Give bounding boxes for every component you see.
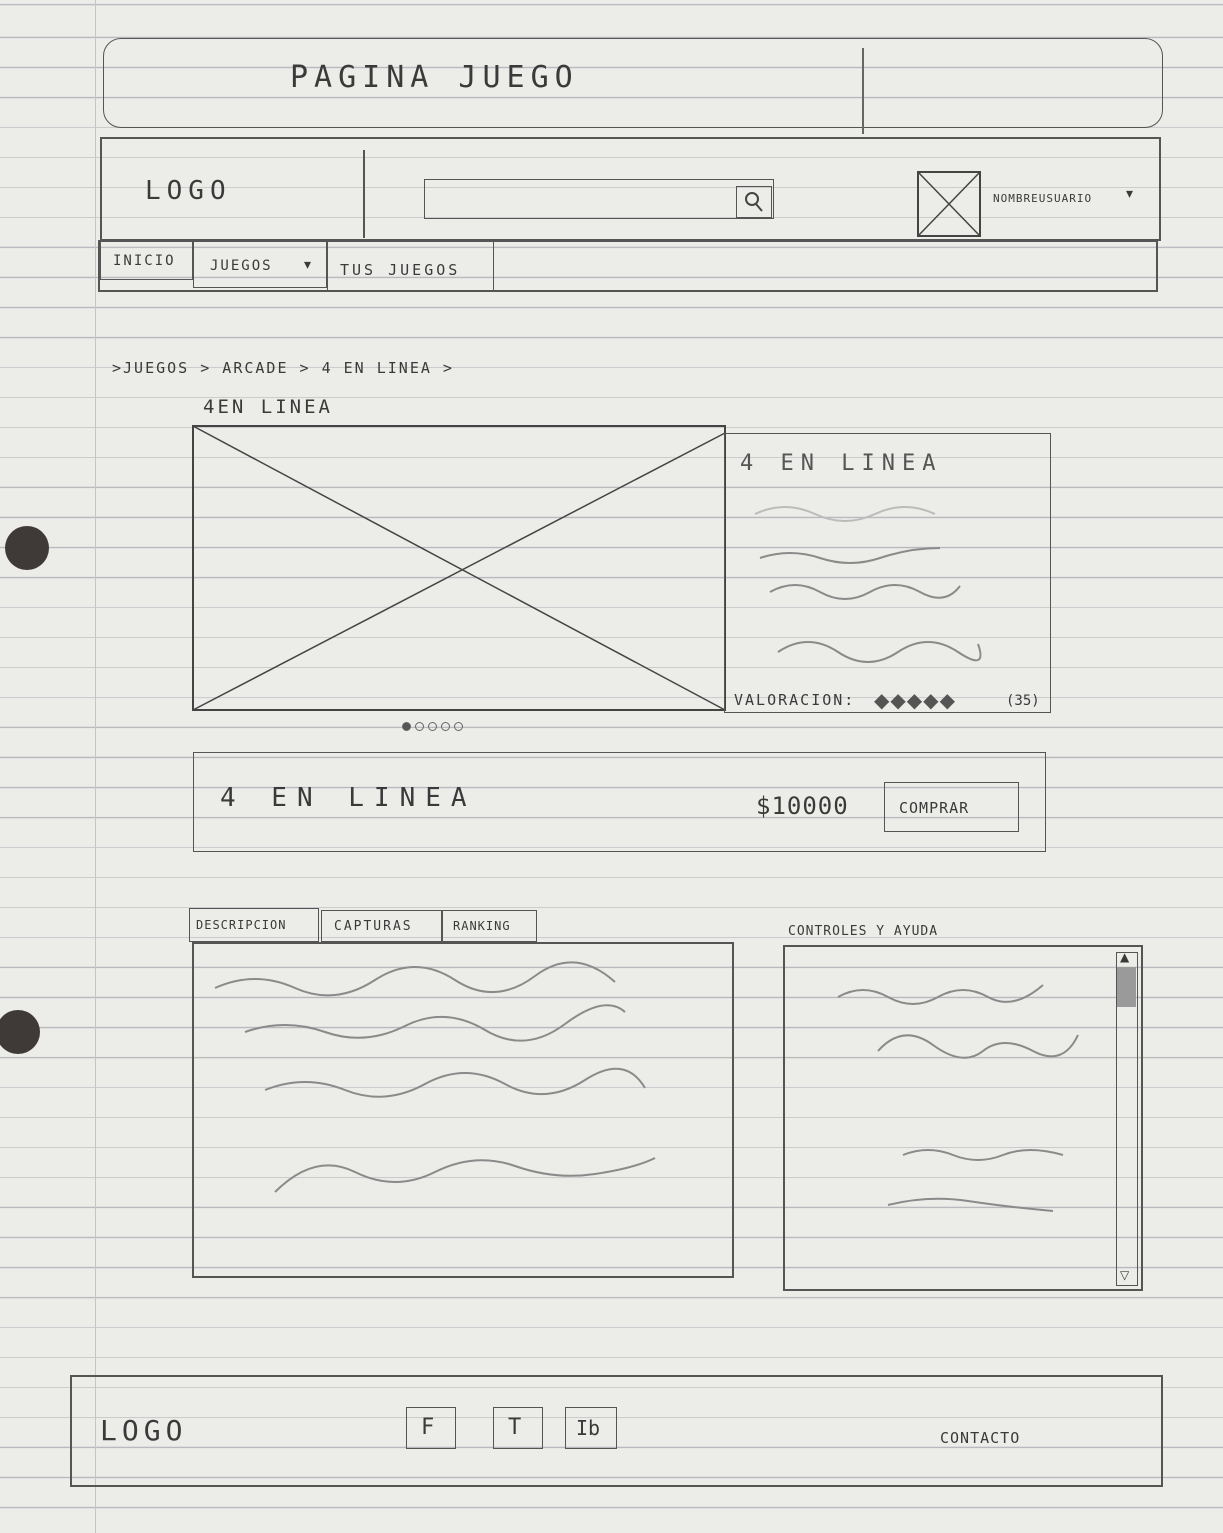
help-text-placeholder [837, 984, 1079, 1212]
page-title: PAGINA JUEGO [290, 60, 579, 95]
footer-contact[interactable]: CONTACTO [940, 1429, 1021, 1447]
twitter-icon[interactable]: T [493, 1407, 543, 1449]
info-text-placeholder [754, 506, 982, 663]
rating-star-icon[interactable]: ◆ [890, 688, 906, 712]
scroll-up-icon[interactable]: ▲ [1120, 950, 1130, 964]
price: $10000 [756, 792, 849, 820]
nav-item-label: TUS JUEGOS [340, 261, 461, 279]
rating-count: (35) [1006, 693, 1040, 709]
header-logo[interactable]: LOGO [145, 176, 232, 206]
tab-label: DESCRIPCION [196, 918, 287, 932]
rating-star-icon[interactable]: ◆ [906, 688, 923, 712]
facebook-icon[interactable]: F [406, 1407, 456, 1449]
avatar[interactable] [917, 171, 981, 237]
tab-capturas[interactable]: CAPTURAS [321, 910, 442, 942]
banner-divider [862, 48, 864, 134]
game-info-panel [724, 433, 1051, 713]
twitter-label: T [508, 1415, 522, 1440]
rating-star-icon[interactable]: ◆ [939, 688, 955, 712]
purchase-bar [193, 752, 1046, 852]
nav-item-label: JUEGOS [210, 258, 273, 274]
carousel-dot[interactable] [454, 722, 463, 731]
scroll-down-icon[interactable]: ▽ [1120, 1268, 1130, 1282]
description-text-placeholder [214, 961, 656, 1193]
margin-line [95, 0, 96, 1533]
tab-descripcion[interactable]: DESCRIPCION [189, 908, 319, 942]
title-banner [103, 38, 1163, 128]
nav-item-label: INICIO [113, 253, 176, 269]
nav-item-inicio[interactable]: INICIO [100, 240, 193, 280]
nav-bar [98, 240, 1158, 292]
tab-label: RANKING [453, 919, 511, 933]
rating-label: VALORACION: [734, 691, 856, 709]
header-divider [363, 150, 365, 238]
tab-ranking[interactable]: RANKING [442, 910, 537, 942]
game-image-placeholder[interactable] [192, 425, 726, 711]
user-menu-chevron-icon[interactable]: ▾ [1126, 186, 1137, 202]
carousel-dots[interactable] [402, 722, 463, 731]
buy-button[interactable]: COMPRAR [884, 782, 1019, 832]
rating-stars[interactable]: ◆ ◆ ◆ ◆ ◆ [874, 690, 955, 710]
scrollbar[interactable]: ▲ ▽ [1116, 950, 1138, 1286]
info-title: 4 EN LINEA [740, 451, 943, 476]
search-input[interactable] [424, 179, 774, 219]
instagram-label: Ib [576, 1416, 601, 1440]
rating-star-icon[interactable]: ◆ [874, 688, 890, 712]
scrollbar-thumb[interactable] [1117, 967, 1136, 1007]
user-name[interactable]: NOMBREUSUARIO [993, 192, 1093, 205]
breadcrumb[interactable]: >JUEGOS > ARCADE > 4 EN LINEA > [112, 359, 454, 377]
carousel-dot[interactable] [402, 722, 411, 731]
carousel-dot[interactable] [441, 722, 450, 731]
help-panel [783, 945, 1143, 1291]
game-heading: 4EN LINEA [203, 396, 333, 418]
rating-star-icon[interactable]: ◆ [923, 688, 939, 712]
binder-hole [5, 526, 49, 570]
footer-logo[interactable]: LOGO [100, 1414, 188, 1447]
nav-item-juegos[interactable]: JUEGOS ▾ [193, 240, 327, 288]
binder-hole [0, 1010, 40, 1054]
site-footer [70, 1375, 1163, 1487]
buy-button-label: COMPRAR [899, 799, 970, 817]
facebook-label: F [421, 1415, 435, 1440]
purchase-title: 4 EN LINEA [220, 783, 477, 813]
carousel-dot[interactable] [428, 722, 437, 731]
help-title: CONTROLES Y AYUDA [788, 924, 939, 939]
instagram-icon[interactable]: Ib [565, 1407, 617, 1449]
chevron-down-icon: ▾ [304, 257, 315, 273]
tab-content-panel [192, 942, 734, 1278]
search-button[interactable] [736, 186, 772, 218]
search-icon [745, 192, 763, 212]
tab-label: CAPTURAS [334, 919, 413, 934]
nav-item-tus-juegos[interactable]: TUS JUEGOS [327, 240, 494, 292]
carousel-dot[interactable] [415, 722, 424, 731]
